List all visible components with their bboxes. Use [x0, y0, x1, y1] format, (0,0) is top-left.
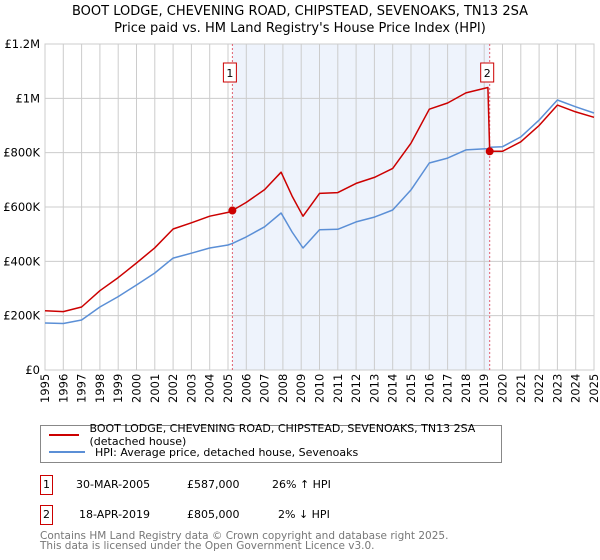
sale-hpi: 2% ↓ HPI [278, 508, 330, 521]
x-tick-label: 2020 [496, 374, 510, 403]
x-tick-label: 2019 [477, 374, 491, 403]
x-tick-label: 2023 [550, 374, 564, 403]
x-tick-label: 2017 [441, 374, 455, 403]
x-tick-label: 1998 [93, 374, 107, 403]
x-tick-label: 2008 [276, 374, 290, 403]
y-tick-label: £1.2M [4, 37, 40, 51]
x-tick-label: 2012 [349, 374, 363, 403]
sale-point [228, 206, 237, 215]
x-tick-label: 2016 [422, 374, 436, 403]
x-tick-label: 2024 [569, 374, 583, 403]
x-tick-label: 2006 [239, 374, 253, 403]
x-tick-label: 1996 [56, 374, 70, 403]
x-tick-label: 2021 [514, 374, 528, 403]
footer-line: Contains HM Land Registry data © Crown c… [40, 530, 449, 542]
y-tick-label: £0 [25, 363, 40, 377]
legend-item-hpi: HPI: Average price, detached house, Seve… [49, 444, 358, 460]
footer: Contains HM Land Registry data © Crown c… [40, 530, 449, 552]
sale-date: 18-APR-2019 [79, 508, 151, 521]
x-tick-label: 2015 [404, 374, 418, 403]
x-tick-label: 2007 [258, 374, 272, 403]
chart-title: BOOT LODGE, CHEVENING ROAD, CHIPSTEAD, S… [71, 4, 528, 19]
x-tick-label: 1999 [111, 374, 125, 403]
x-tick-label: 2004 [203, 374, 217, 403]
x-tick-label: 2010 [313, 374, 327, 403]
x-tick-label: 2002 [166, 374, 180, 403]
legend: BOOT LODGE, CHEVENING ROAD, CHIPSTEAD, S… [40, 422, 502, 463]
property-price-line [44, 86, 595, 313]
y-tick-label: £200K [3, 309, 40, 323]
sale-label-box [480, 62, 495, 83]
sale-label-box [222, 62, 237, 83]
sale-date: 30-MAR-2005 [76, 478, 151, 491]
x-tick-label: 2018 [459, 374, 473, 403]
x-tick-label: 2011 [331, 374, 345, 403]
plot-border [44, 43, 595, 371]
sale-label: 1 [226, 67, 233, 80]
x-tick-label: 2025 [587, 374, 600, 403]
x-tick-label: 2014 [386, 374, 400, 403]
x-tick-label: 2022 [532, 374, 546, 403]
hpi-line [44, 99, 595, 325]
y-tick-label: £400K [3, 254, 40, 268]
sale-marker: 1 [40, 475, 53, 495]
x-tick-label: 2001 [148, 374, 162, 403]
legend-label: BOOT LODGE, CHEVENING ROAD, CHIPSTEAD, S… [89, 422, 476, 448]
sale-point [485, 147, 494, 156]
x-tick-label: 1997 [75, 374, 89, 403]
x-tick-label: 1995 [38, 374, 52, 403]
x-tick-label: 2009 [294, 374, 308, 403]
legend-swatch-blue [49, 451, 85, 453]
x-tick-label: 2005 [221, 374, 235, 403]
sale-price: £805,000 [187, 508, 240, 521]
y-tick-label: £1M [15, 91, 40, 105]
x-tick-label: 2013 [367, 374, 381, 403]
plot-area: 1995 1996 1997 1998 1999 2000 2001 2002 2003 2004… [3, 37, 600, 403]
y-tick-label: £600K [3, 200, 40, 214]
footer-line: This data is licensed under the Open Gov… [40, 540, 375, 552]
legend-item-property: BOOT LODGE, CHEVENING ROAD, CHIPSTEAD, S… [49, 422, 501, 448]
chart-subtitle: Price paid vs. HM Land Registry's House … [114, 21, 486, 36]
sale-marker: 2 [40, 505, 53, 525]
y-tick-label: £800K [3, 146, 40, 160]
legend-label: HPI: Average price, detached house, Seve… [95, 445, 359, 459]
sale-label: 2 [484, 67, 491, 80]
x-tick-label: 2000 [130, 374, 144, 403]
x-tick-label: 2003 [184, 374, 198, 403]
sale-price: £587,000 [187, 478, 240, 491]
legend-swatch-red [49, 434, 80, 436]
sale-hpi: 26% ↑ HPI [272, 478, 331, 491]
